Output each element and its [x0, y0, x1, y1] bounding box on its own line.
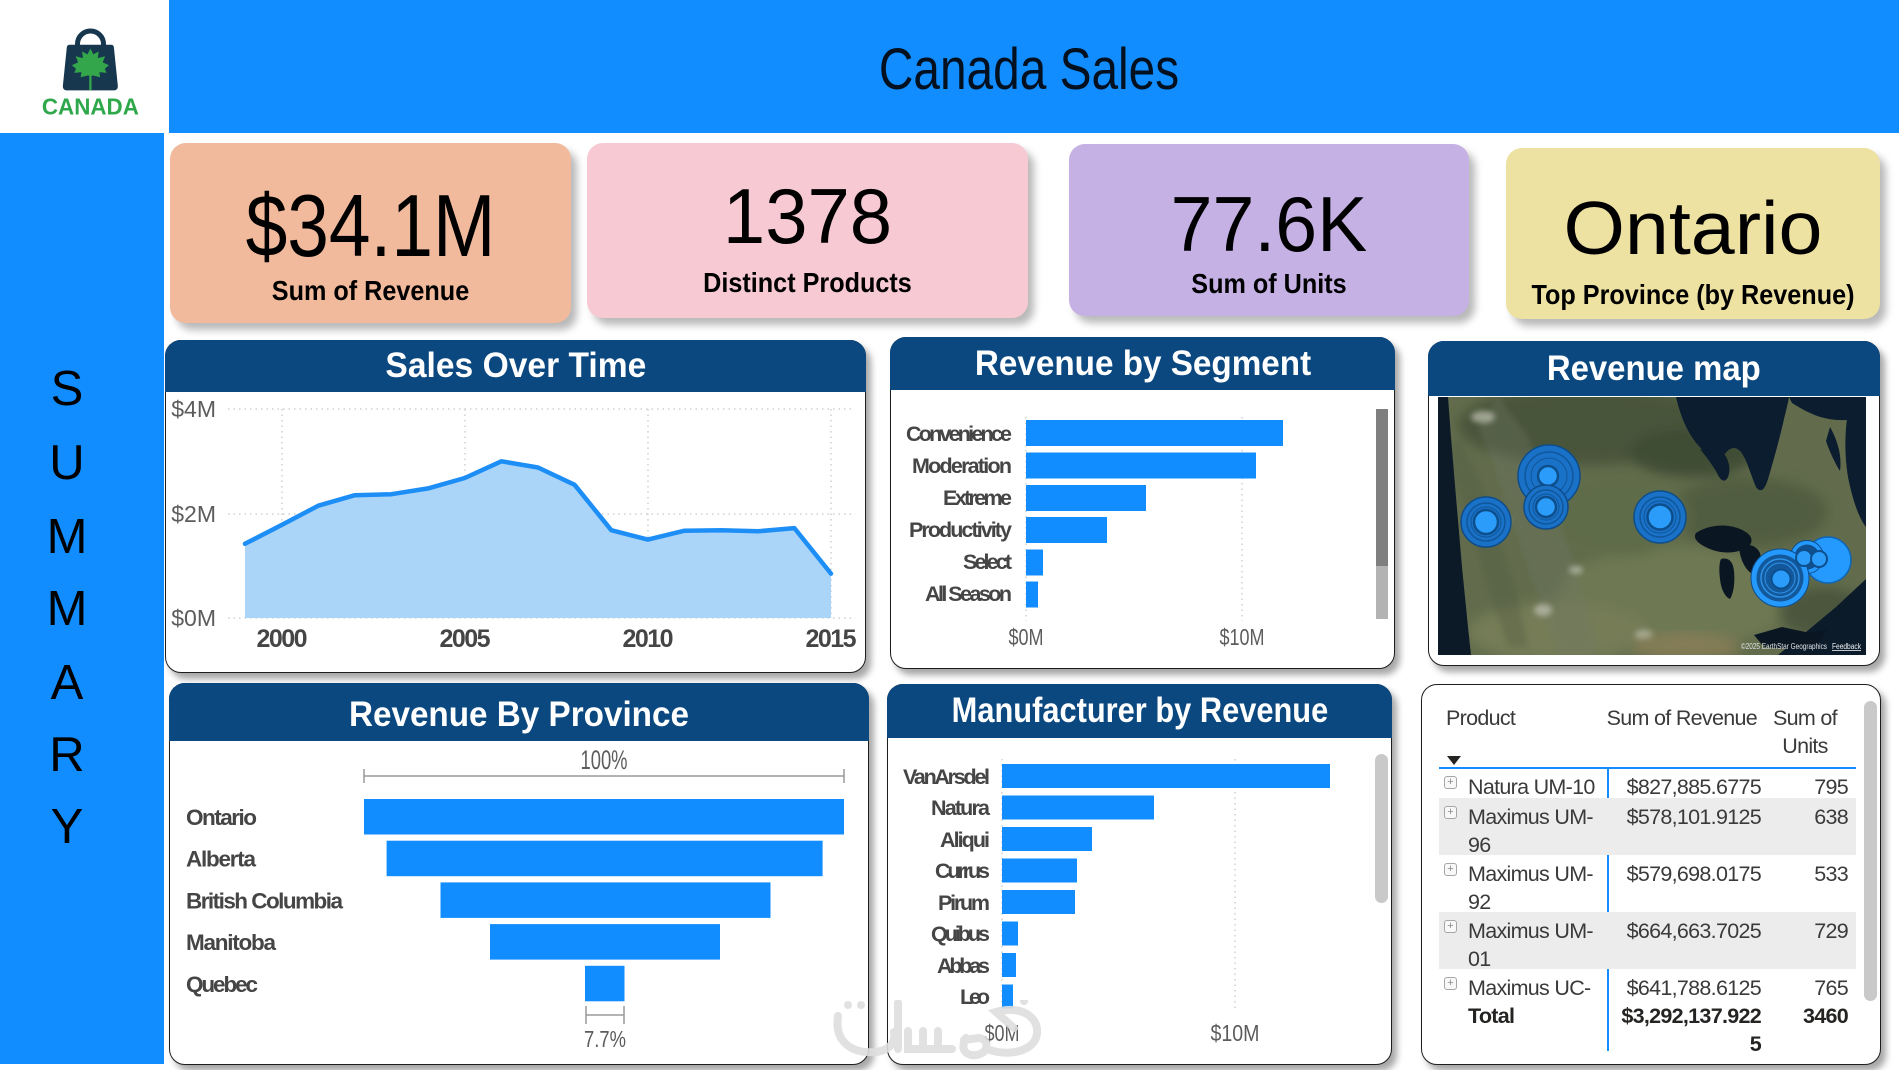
svg-text:Pirum: Pirum	[938, 891, 990, 915]
svg-text:All Season: All Season	[925, 582, 1012, 606]
svg-text:Select: Select	[963, 550, 1012, 574]
svg-text:©2025 EarthStar Geographics: ©2025 EarthStar Geographics	[1741, 642, 1827, 651]
svg-text:Ontario: Ontario	[186, 805, 257, 830]
svg-text:Quibus: Quibus	[931, 922, 990, 946]
svg-text:Currus: Currus	[935, 859, 990, 883]
svg-text:British Columbia: British Columbia	[186, 888, 343, 913]
svg-text:$2M: $2M	[171, 501, 216, 527]
svg-text:Leo: Leo	[960, 985, 990, 1009]
svg-text:2005: 2005	[440, 625, 491, 653]
svg-text:Manitoba: Manitoba	[186, 930, 276, 955]
svg-text:Abbas: Abbas	[937, 954, 990, 978]
svg-text:Natura: Natura	[931, 796, 991, 820]
svg-text:Alberta: Alberta	[186, 847, 256, 872]
svg-text:$4M: $4M	[171, 396, 216, 422]
svg-text:Quebec: Quebec	[186, 972, 258, 997]
svg-text:VanArsdel: VanArsdel	[903, 765, 990, 789]
svg-text:$0M: $0M	[171, 605, 216, 631]
svg-text:Convenience: Convenience	[906, 422, 1012, 446]
svg-text:Productivity: Productivity	[909, 518, 1012, 542]
svg-text:2015: 2015	[806, 625, 857, 653]
svg-text:Moderation: Moderation	[912, 454, 1012, 478]
svg-text:Aliqui: Aliqui	[940, 828, 990, 852]
svg-text:CANADA: CANADA	[41, 94, 138, 120]
svg-text:Feedback: Feedback	[1832, 642, 1862, 651]
svg-text:$0M: $0M	[1009, 624, 1044, 650]
svg-text:7.7%: 7.7%	[584, 1026, 626, 1052]
svg-text:$10M: $10M	[1211, 1020, 1260, 1046]
svg-text:2010: 2010	[623, 625, 674, 653]
svg-text:2000: 2000	[257, 625, 308, 653]
svg-text:Extreme: Extreme	[943, 486, 1012, 510]
svg-text:$10M: $10M	[1220, 624, 1265, 650]
svg-text:100%: 100%	[581, 745, 628, 775]
